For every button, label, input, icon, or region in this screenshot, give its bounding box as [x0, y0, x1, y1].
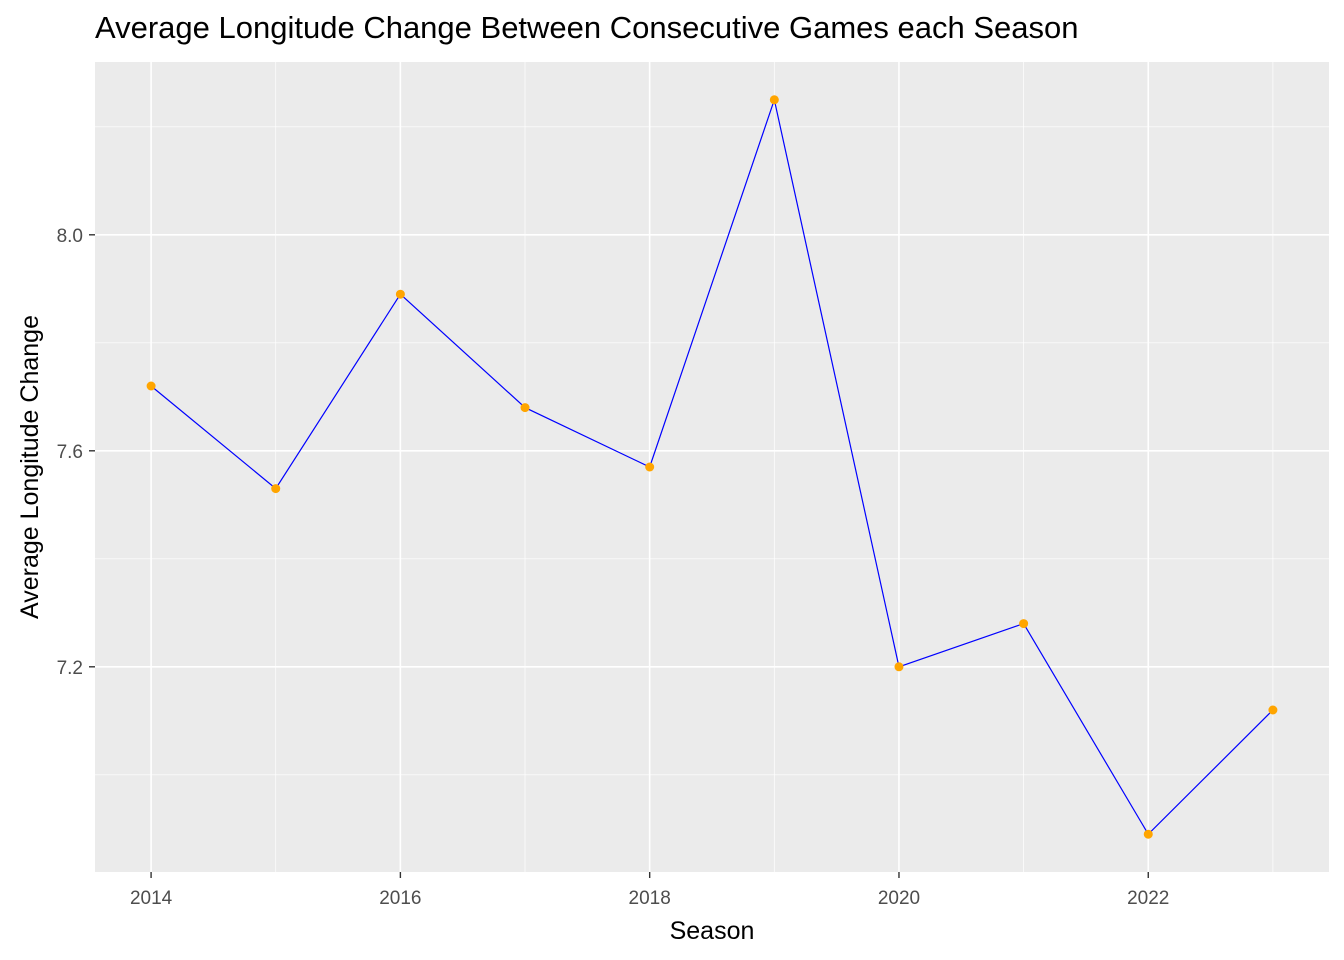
x-tick-label: 2014 [130, 888, 173, 909]
y-tick-label: 7.6 [57, 442, 83, 463]
data-point [271, 484, 281, 494]
y-tick-label: 7.2 [57, 658, 83, 679]
data-point [520, 403, 530, 413]
data-point [1019, 619, 1029, 629]
x-axis: 2014 2016 2018 2020 2022 [130, 872, 1169, 909]
data-point [1268, 705, 1278, 715]
x-axis-title: Season [670, 917, 755, 945]
series-layer [150, 97, 1274, 836]
x-tick-label: 2022 [1127, 888, 1169, 909]
data-point [645, 462, 655, 472]
y-axis-title: Average Longitude Change [16, 315, 44, 619]
data-point [1143, 829, 1153, 839]
x-tick-label: 2018 [629, 888, 671, 909]
x-tick-label: 2020 [878, 888, 920, 909]
plot-panel [95, 62, 1329, 872]
data-point [769, 95, 779, 105]
data-point [395, 289, 405, 299]
y-axis: 7.2 7.6 8.0 [57, 226, 95, 679]
minor-gridlines [95, 62, 1329, 872]
points-layer [146, 95, 1278, 839]
data-point [146, 381, 156, 391]
x-tick-label: 2016 [379, 888, 421, 909]
series-line [150, 97, 1274, 836]
data-point [894, 662, 904, 672]
chart-title: Average Longitude Change Between Consecu… [95, 10, 1079, 45]
y-tick-label: 8.0 [57, 226, 83, 247]
